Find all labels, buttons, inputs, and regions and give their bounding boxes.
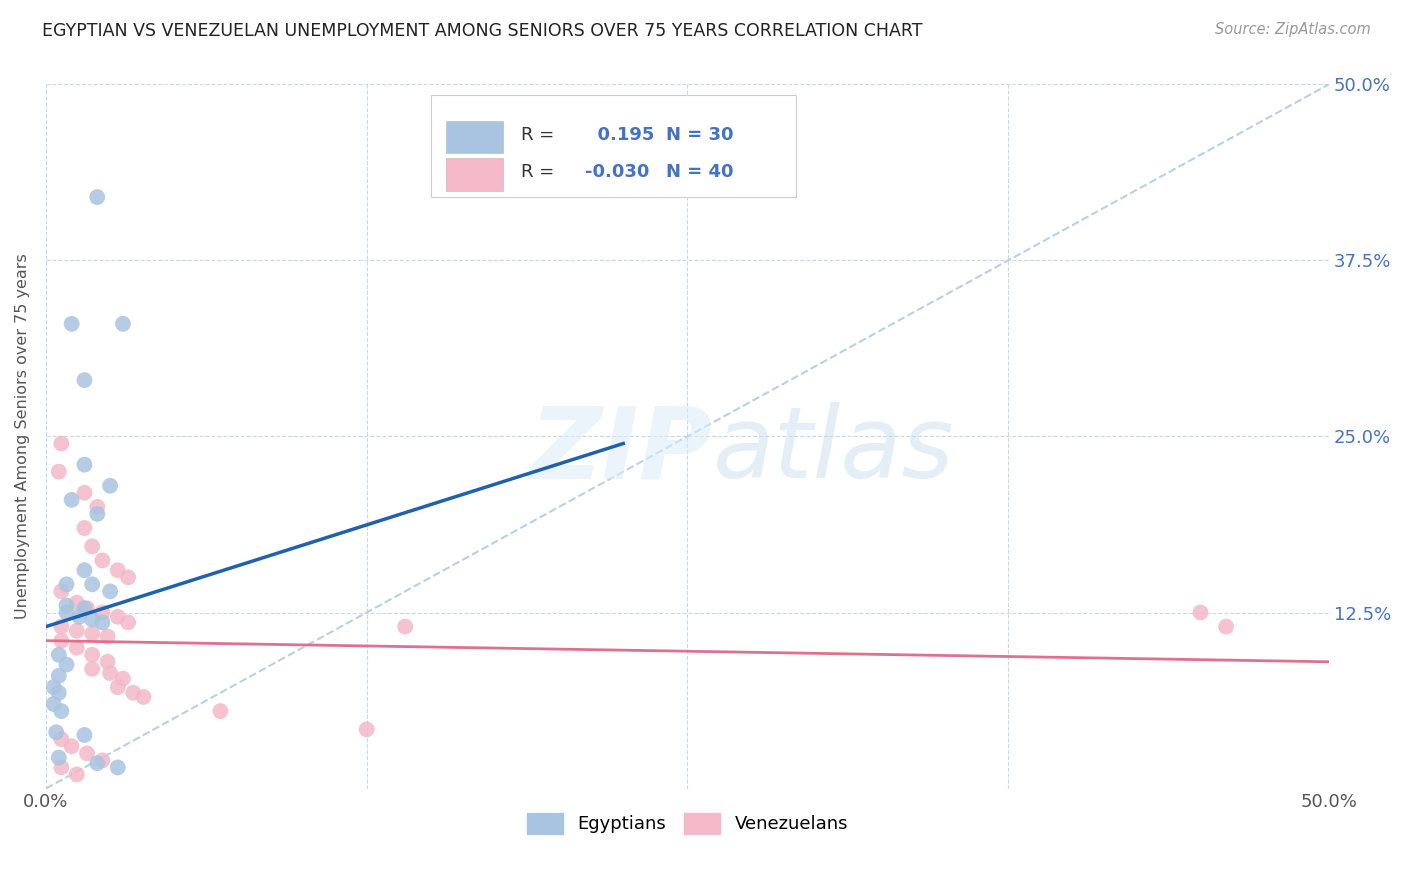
Point [98, 584, 121, 599]
Point [86, 190, 108, 204]
Point [51, 760, 73, 774]
Text: N = 30: N = 30 [665, 126, 733, 145]
Point [82, 539, 104, 553]
Point [55, 606, 77, 620]
Point [86, 756, 108, 771]
Point [48, 669, 70, 683]
Point [91, 606, 114, 620]
Point [82, 662, 104, 676]
Point [1215, 619, 1237, 633]
Text: -0.030: -0.030 [585, 163, 650, 181]
Text: EGYPTIAN VS VENEZUELAN UNEMPLOYMENT AMONG SENIORS OVER 75 YEARS CORRELATION CHAR: EGYPTIAN VS VENEZUELAN UNEMPLOYMENT AMON… [42, 22, 922, 40]
Point [107, 680, 129, 694]
Point [45, 725, 67, 739]
Point [60, 317, 83, 331]
Point [98, 479, 121, 493]
Point [86, 507, 108, 521]
Point [60, 739, 83, 754]
Point [73, 521, 96, 535]
FancyBboxPatch shape [446, 159, 503, 191]
Point [73, 458, 96, 472]
Point [55, 599, 77, 613]
Point [76, 601, 98, 615]
Point [96, 655, 118, 669]
Point [82, 577, 104, 591]
FancyBboxPatch shape [430, 95, 796, 197]
Text: Source: ZipAtlas.com: Source: ZipAtlas.com [1215, 22, 1371, 37]
FancyBboxPatch shape [446, 121, 503, 153]
Text: R =: R = [520, 163, 554, 181]
Point [91, 753, 114, 767]
Point [86, 500, 108, 514]
Point [51, 704, 73, 718]
Point [96, 630, 118, 644]
Text: atlas: atlas [713, 402, 955, 499]
Point [111, 672, 134, 686]
Point [356, 723, 378, 737]
Point [66, 624, 89, 638]
Point [82, 648, 104, 662]
Text: ZIP: ZIP [530, 402, 713, 499]
Point [117, 615, 139, 630]
Point [117, 570, 139, 584]
Point [82, 613, 104, 627]
Point [1189, 606, 1212, 620]
Point [73, 728, 96, 742]
Point [55, 577, 77, 591]
Text: N = 40: N = 40 [665, 163, 733, 181]
Text: R =: R = [520, 126, 554, 145]
Point [48, 465, 70, 479]
Point [107, 760, 129, 774]
Point [60, 492, 83, 507]
Point [107, 609, 129, 624]
Point [66, 596, 89, 610]
Point [51, 584, 73, 599]
Point [51, 732, 73, 747]
Point [82, 626, 104, 640]
Point [51, 436, 73, 450]
Point [122, 686, 145, 700]
Point [48, 648, 70, 662]
Point [107, 563, 129, 577]
Point [73, 373, 96, 387]
Point [111, 317, 134, 331]
Point [73, 601, 96, 615]
Point [48, 750, 70, 764]
Point [132, 690, 155, 704]
Point [209, 704, 232, 718]
Point [91, 553, 114, 567]
Point [76, 747, 98, 761]
Text: 0.195: 0.195 [585, 126, 654, 145]
Point [394, 619, 416, 633]
Point [73, 563, 96, 577]
Y-axis label: Unemployment Among Seniors over 75 years: Unemployment Among Seniors over 75 years [15, 253, 30, 619]
Point [51, 619, 73, 633]
Point [48, 686, 70, 700]
Point [42, 697, 65, 711]
Point [66, 640, 89, 655]
Point [67, 609, 90, 624]
Point [55, 657, 77, 672]
Point [73, 485, 96, 500]
Point [66, 767, 89, 781]
Point [98, 666, 121, 681]
Point [42, 680, 65, 694]
Point [51, 633, 73, 648]
Legend: Egyptians, Venezuelans: Egyptians, Venezuelans [517, 804, 858, 843]
Point [91, 615, 114, 630]
